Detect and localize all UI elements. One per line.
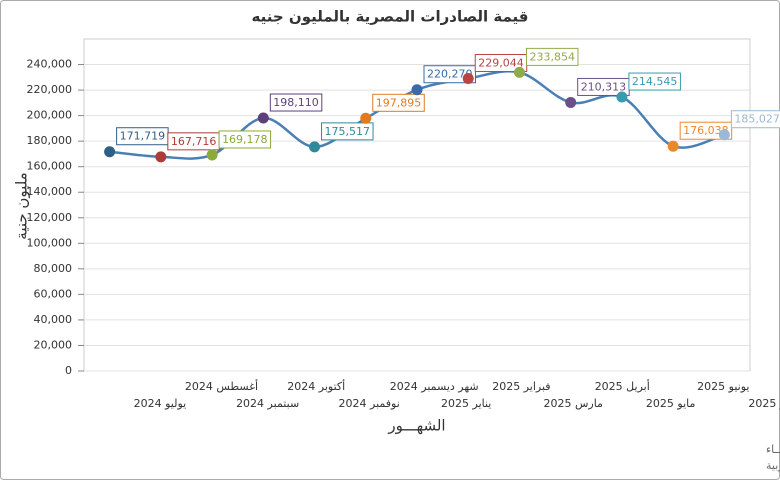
y-tick-label: 80,000: [34, 262, 73, 275]
x-tick-label: أبريل 2025: [595, 379, 650, 393]
data-label: 220,270: [427, 68, 473, 81]
x-tick-label: سبتمبر 2024: [236, 397, 299, 410]
data-label-box: [525, 47, 579, 66]
data-label: 171,719: [120, 130, 166, 143]
data-label: 210,313: [581, 80, 627, 93]
x-tick-label: يونيو 2025: [697, 380, 749, 393]
x-tick-label: مارس 2025: [543, 397, 603, 410]
data-label-box: [372, 93, 425, 112]
data-label-box: [423, 65, 476, 84]
y-tick-label: 40,000: [34, 313, 73, 326]
y-tick-label: 180,000: [27, 134, 73, 147]
data-point: [513, 66, 525, 78]
footer: حقوق الملكية للجهـــاز المركزي للتعبئة ا…: [766, 442, 780, 456]
data-label-box: [269, 93, 323, 112]
data-point: [565, 96, 577, 108]
data-point: [616, 91, 628, 103]
x-tick-label: يناير 2025: [441, 397, 491, 410]
data-label: 233,854: [529, 50, 575, 63]
x-axis-title: الشهـــور: [387, 417, 445, 435]
data-point: [309, 141, 321, 153]
chart-title: قيمة الصادرات المصرية بالمليون جنيه: [252, 8, 529, 26]
data-label: 185,027: [734, 113, 780, 126]
data-label: 214,545: [632, 75, 678, 88]
data-label-box: [628, 72, 681, 91]
y-tick-label: 120,000: [27, 211, 73, 224]
data-point: [360, 112, 372, 124]
x-tick-label: شهر ديسمبر 2024: [390, 380, 479, 393]
data-point: [667, 140, 679, 152]
x-tick-label: أغسطس 2024: [185, 379, 258, 393]
data-label: 198,110: [273, 96, 319, 109]
x-tick-label: فبراير 2025: [492, 380, 550, 393]
data-label: 169,178: [222, 133, 267, 146]
data-point: [257, 112, 269, 124]
y-tick-label: 160,000: [27, 160, 73, 173]
data-label: 176,038: [683, 124, 729, 137]
data-label: 229,044: [478, 57, 524, 70]
y-tick-label: 140,000: [27, 185, 73, 198]
data-point: [462, 73, 474, 85]
y-tick-label: 0: [65, 364, 72, 377]
data-point: [718, 129, 730, 141]
data-label-box: [730, 110, 780, 129]
y-tick-label: 20,000: [34, 338, 73, 351]
data-point: [155, 151, 167, 163]
data-label-box: [218, 130, 272, 149]
y-tick-label: 240,000: [27, 58, 73, 71]
data-label-box: [679, 121, 733, 140]
y-tick-label: 220,000: [27, 83, 73, 96]
x-tick-label: نوفمبر 2024: [339, 397, 400, 410]
data-point: [411, 84, 423, 96]
x-tick-label: يوليو 2025: [748, 397, 780, 410]
data-label: 175,517: [325, 125, 371, 138]
y-axis-title: مليون جنية: [13, 172, 31, 239]
y-tick-label: 60,000: [34, 287, 73, 300]
data-point: [104, 146, 116, 158]
data-label: 197,895: [376, 96, 422, 109]
data-label-box: [321, 122, 374, 141]
data-point: [206, 149, 218, 161]
x-tick-label: يوليو 2024: [134, 397, 187, 410]
y-tick-label: 200,000: [27, 109, 73, 122]
footer: المصدر الأساسي للأحصاءات الرسمية لجمهوري…: [766, 458, 780, 472]
y-tick-label: 100,000: [27, 236, 73, 249]
x-tick-label: مايو 2025: [646, 397, 696, 410]
data-label: 167,716: [171, 135, 217, 148]
x-tick-label: أكتوبر 2024: [287, 379, 345, 393]
